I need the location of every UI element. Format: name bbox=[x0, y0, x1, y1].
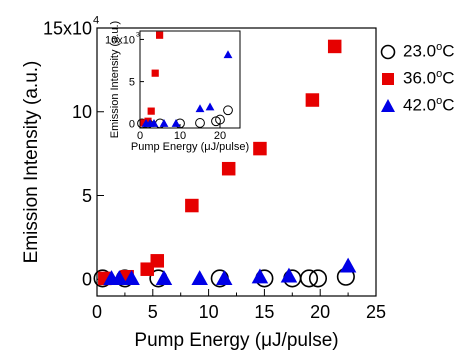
main-data-point bbox=[253, 141, 267, 156]
legend-entry-2: 42.0oC bbox=[380, 92, 455, 119]
inset-data-point bbox=[144, 117, 152, 125]
main-y-tick-label: 5 bbox=[82, 186, 92, 206]
main-data-point bbox=[123, 270, 140, 286]
open-circle-icon bbox=[380, 44, 396, 60]
main-x-axis-label: Pump Energy (μJ/pulse) bbox=[134, 330, 338, 351]
inset-y-tick-label: 0 bbox=[129, 119, 135, 131]
main-series-2 bbox=[103, 257, 357, 286]
inset-data-point bbox=[195, 104, 205, 113]
main-y-exponent: 4 bbox=[93, 15, 99, 27]
inset-data-point bbox=[195, 118, 205, 128]
main-y-tick-label: 0 bbox=[82, 270, 92, 290]
legend-label-1: 36.0 bbox=[403, 68, 437, 88]
inset-y-tick-label: 5 bbox=[129, 76, 135, 88]
main-data-point bbox=[327, 39, 342, 54]
inset-data-point bbox=[215, 114, 225, 125]
inset-plot-area: 0 10 20 0 5 10x10 3 Pump Energy (μJ/pulse) Emiss… bbox=[105, 21, 249, 153]
inset-data-point bbox=[171, 118, 181, 127]
legend-entry-0: 23.0oC bbox=[380, 38, 455, 65]
main-data-point bbox=[280, 267, 298, 283]
legend-degree-2: o bbox=[436, 95, 443, 108]
main-data-point bbox=[150, 254, 165, 268]
inset-x-axis-label: Pump Energy (μJ/pulse) bbox=[131, 141, 249, 153]
legend-unit-0: C bbox=[442, 41, 455, 61]
main-data-point bbox=[308, 269, 328, 288]
inset-data-point bbox=[223, 50, 233, 59]
main-x-tick-label: 0 bbox=[92, 302, 102, 322]
filled-triangle-icon bbox=[380, 98, 396, 114]
legend: 23.0oC 36.0oC 42.0oC bbox=[380, 38, 455, 119]
main-data-point bbox=[305, 93, 320, 107]
legend-entry-1: 36.0oC bbox=[380, 65, 455, 92]
main-x-tick-label: 15 bbox=[254, 302, 274, 322]
main-data-point bbox=[339, 257, 357, 273]
main-y-tick-label: 15x10 bbox=[43, 18, 92, 38]
inset-data-point bbox=[159, 118, 169, 127]
inset-y-exponent: 3 bbox=[136, 32, 140, 39]
inset-data-point bbox=[151, 69, 159, 77]
main-data-point bbox=[191, 270, 208, 286]
main-data-point bbox=[155, 270, 173, 286]
main-y-tick-label: 10 bbox=[72, 102, 92, 122]
legend-label-0: 23.0 bbox=[403, 41, 437, 61]
inset-x-tick-label: 0 bbox=[137, 130, 143, 142]
legend-degree-1: o bbox=[436, 68, 443, 81]
inset-x-tick-label: 20 bbox=[214, 130, 226, 142]
inset-data-point bbox=[147, 107, 155, 115]
legend-degree-0: o bbox=[436, 41, 443, 54]
legend-unit-2: C bbox=[442, 95, 455, 115]
main-data-point bbox=[215, 270, 233, 286]
main-x-tick-label: 20 bbox=[310, 302, 330, 322]
main-data-point bbox=[299, 269, 319, 288]
main-x-tick-label: 5 bbox=[148, 302, 158, 322]
filled-square-icon bbox=[380, 71, 396, 87]
inset-y-axis-label: Emission Intensity (a.u.) bbox=[109, 21, 121, 138]
inset-data-point bbox=[205, 102, 215, 111]
main-data-point bbox=[111, 270, 128, 286]
main-data-point bbox=[251, 268, 269, 284]
inset-x-tick-label: 10 bbox=[174, 130, 186, 142]
main-x-tick-label: 25 bbox=[366, 302, 386, 322]
inset-data-point bbox=[223, 105, 233, 116]
inset-data-point bbox=[149, 118, 159, 127]
main-plot-area: 0 5 10 15 20 25 0 5 10 15x10 4 Pump Energy (μJ/puls… bbox=[21, 15, 386, 352]
inset-series-2 bbox=[141, 50, 233, 127]
main-x-tick-label: 10 bbox=[199, 302, 219, 322]
main-data-point bbox=[185, 198, 199, 213]
legend-unit-1: C bbox=[442, 68, 455, 88]
inset-data-point bbox=[156, 31, 164, 39]
inset-y-tick-label: 10x10 bbox=[105, 34, 135, 46]
main-data-point bbox=[221, 161, 236, 176]
inset-axes-frame bbox=[139, 30, 241, 129]
legend-label-2: 42.0 bbox=[403, 95, 437, 115]
main-y-axis-label: Emission Intensity (a.u.) bbox=[21, 61, 42, 264]
